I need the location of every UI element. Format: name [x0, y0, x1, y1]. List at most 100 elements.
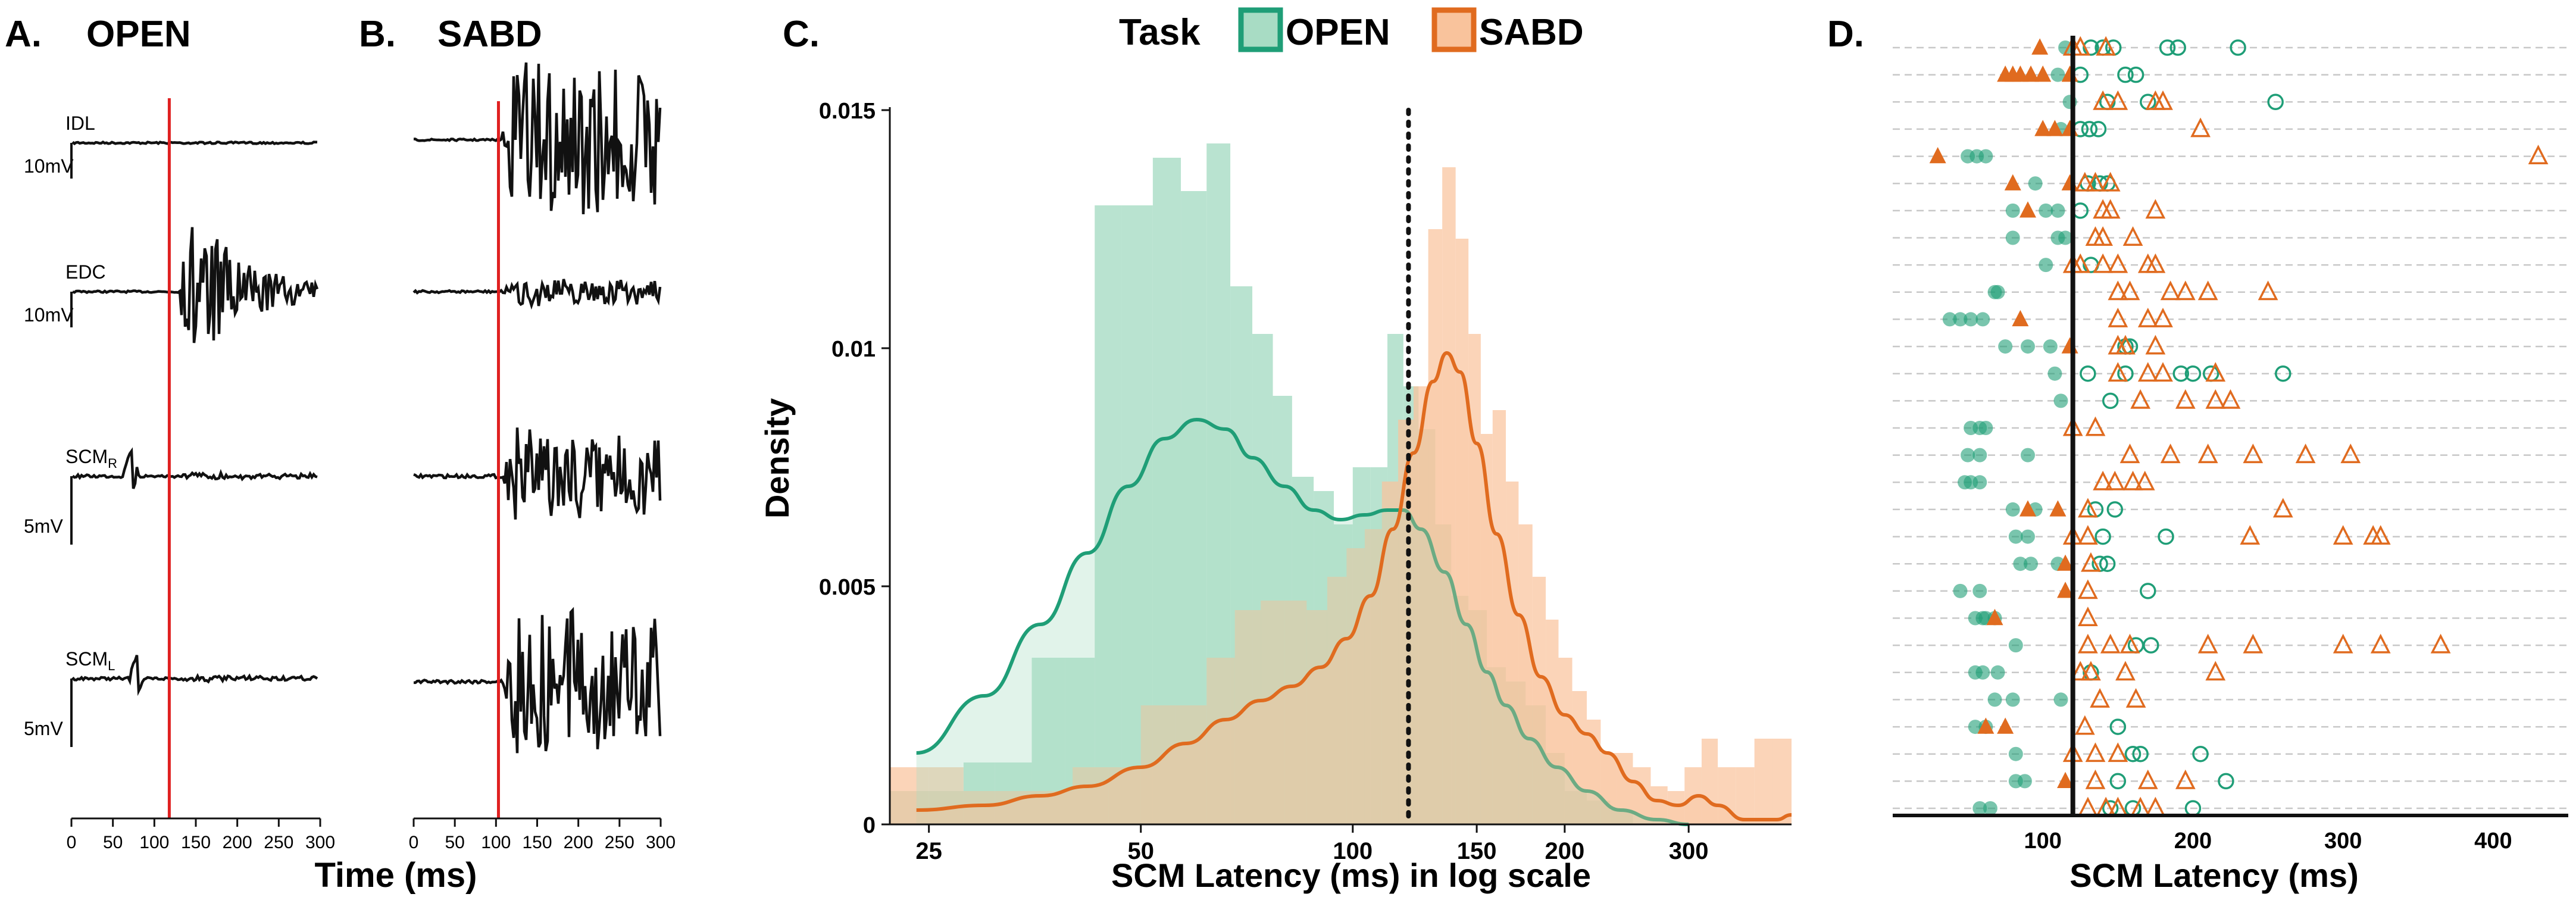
hist-bar-sabd: [1442, 167, 1456, 824]
time-axis-tick-label: 0: [409, 833, 419, 852]
hist-bar-sabd: [1558, 658, 1573, 824]
marker-open: [2083, 39, 2099, 56]
marker-sabd: [2190, 117, 2211, 137]
panel-a: A. OPEN IDL 10mV EDC 10mV SCMR 5mV SCML 5mV 0 50…: [5, 14, 335, 852]
panel-c-y-tick-label: 0.01: [831, 337, 876, 362]
hist-bar-sabd: [1346, 548, 1365, 824]
marker-open: [1990, 285, 2005, 299]
marker-sabd: [2074, 171, 2095, 192]
marker-open: [2039, 258, 2053, 273]
trace-b-1: [413, 62, 662, 214]
time-axis-tick-label: 0: [67, 833, 77, 852]
hist-bar-sabd: [1398, 420, 1414, 824]
time-axis-tick-label: 200: [223, 833, 252, 852]
panel-c-x-tick-label: 50: [1127, 838, 1154, 864]
hist-bar-sabd: [1518, 524, 1533, 824]
marker-sabd: [2108, 307, 2128, 327]
marker-open: [2053, 393, 2068, 408]
marker-open: [1953, 583, 1968, 598]
hist-bar-sabd: [1736, 767, 1755, 824]
marker-sabd: [2085, 769, 2106, 789]
time-axis-tick-label: 150: [522, 833, 552, 852]
trace-scale-2: 10mV: [24, 304, 74, 326]
hist-bar-sabd: [1234, 610, 1261, 824]
marker-sabd: [2197, 443, 2218, 464]
panel-d-x-tick-label: 300: [2324, 829, 2362, 854]
marker-sabd: [2034, 65, 2052, 82]
marker-sabd: [2243, 633, 2264, 654]
marker-open: [2158, 528, 2174, 545]
marker-open: [2081, 121, 2098, 137]
panel-d: D. 100 200 300 400 SCM Latency (ms): [1827, 14, 2568, 894]
panel-d-x-tick-label: 400: [2474, 829, 2512, 854]
marker-open: [1972, 448, 1987, 462]
trace-scale-3: 5mV: [24, 515, 63, 537]
time-axis-tick-label: 150: [181, 833, 211, 852]
marker-open: [2106, 501, 2124, 518]
trace-scale-1: 10mV: [24, 155, 74, 177]
marker-open: [2218, 773, 2234, 790]
trace-label-2: EDC: [65, 261, 106, 283]
marker-open: [2117, 66, 2134, 83]
marker-sabd: [2108, 90, 2128, 110]
marker-open: [2192, 745, 2209, 762]
panel-b-traces: [412, 62, 662, 754]
hist-bar-sabd: [1327, 577, 1347, 824]
density-line-sabd: [916, 351, 1792, 821]
marker-sabd: [2078, 579, 2098, 599]
marker-sabd: [2240, 525, 2261, 545]
marker-sabd: [2119, 633, 2140, 654]
marker-open: [1972, 801, 1987, 815]
marker-sabd: [2243, 443, 2264, 464]
hist-bar-sabd: [1667, 791, 1685, 824]
trace-a-3: [71, 447, 318, 489]
marker-open: [2140, 583, 2156, 599]
marker-sabd: [2125, 687, 2146, 708]
marker-sabd: [2012, 310, 2029, 327]
marker-open: [2080, 365, 2096, 382]
marker-open: [2050, 67, 2065, 82]
trace-scale-4: 5mV: [24, 718, 63, 739]
hist-bar-sabd: [1306, 610, 1327, 824]
marker-open: [1987, 692, 2002, 707]
marker-sabd: [2115, 661, 2136, 681]
marker-sabd: [2370, 525, 2391, 545]
marker-open: [2039, 203, 2053, 218]
time-axis-tick-label: 50: [103, 833, 123, 852]
time-axis-tick-label: 50: [445, 833, 464, 852]
marker-sabd: [2205, 389, 2226, 409]
time-axis-tick-label: 250: [264, 833, 293, 852]
marker-sabd: [2137, 307, 2158, 327]
marker-sabd: [2022, 65, 2040, 82]
panel-a-letter: A.: [5, 14, 42, 55]
hist-bar-sabd: [1381, 482, 1399, 824]
marker-sabd: [2153, 362, 2173, 382]
marker-sabd: [2205, 661, 2226, 681]
panel-b-time-axis: 0 50 100 150 200 250 300: [409, 817, 676, 852]
density-line-open: [916, 417, 1689, 826]
panel-a-traces: IDL 10mV EDC 10mV SCMR 5mV SCML 5mV: [24, 112, 319, 747]
marker-sabd: [2108, 362, 2128, 382]
marker-sabd: [2205, 362, 2226, 382]
trace-a-2: [72, 227, 319, 343]
marker-sabd: [2031, 38, 2049, 55]
legend-open-swatch: [1238, 7, 1283, 52]
marker-sabd: [2145, 253, 2166, 273]
marker-sabd: [2108, 280, 2128, 301]
hist-bar-sabd: [1754, 739, 1773, 824]
panel-a-title: OPEN: [86, 14, 191, 55]
marker-open: [1990, 665, 2005, 680]
marker-sabd: [2074, 715, 2095, 735]
marker-sabd: [2370, 633, 2391, 654]
hist-bar-sabd: [890, 767, 929, 824]
panel-b: B. SABD 0 50 100 150 200 250 300: [359, 14, 676, 852]
marker-sabd: [2108, 742, 2128, 762]
marker-open: [2021, 339, 2035, 354]
marker-sabd: [2295, 443, 2316, 464]
marker-sabd: [2175, 280, 2196, 301]
marker-open: [1975, 665, 1990, 680]
marker-sabd: [2137, 769, 2158, 789]
marker-sabd: [2093, 226, 2113, 246]
marker-open: [1975, 312, 1990, 327]
marker-open: [1942, 312, 1957, 327]
